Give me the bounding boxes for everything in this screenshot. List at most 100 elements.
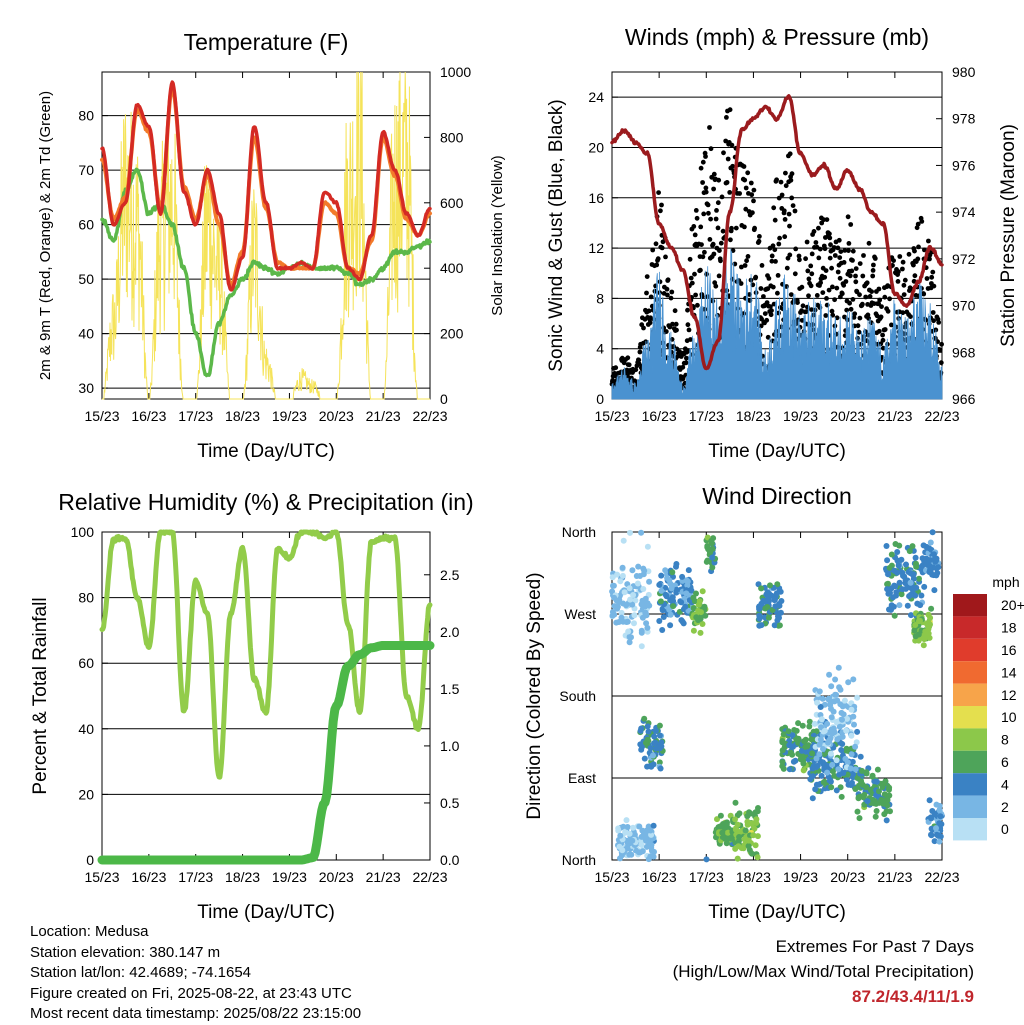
gust-point [847, 273, 853, 279]
direction-point [936, 802, 943, 809]
direction-point [933, 831, 940, 838]
gust-point [685, 322, 691, 328]
direction-point [836, 723, 843, 730]
direction-point [896, 579, 903, 586]
gust-point [772, 217, 778, 223]
direction-point [793, 727, 800, 734]
gust-point [716, 177, 722, 183]
gust-point [774, 177, 779, 183]
gust-point [857, 292, 862, 298]
extremes-values: 87.2/43.4/11/1.9 [852, 987, 974, 1006]
humidity-xtick-label: 21/23 [366, 869, 401, 885]
direction-ytick-label: North [562, 524, 596, 540]
gust-point [659, 245, 665, 251]
direction-point [936, 838, 943, 845]
humidity-ytick-right-label: 1.5 [440, 681, 460, 697]
gust-point [939, 341, 944, 347]
gust-point [900, 266, 905, 272]
gust-point [724, 288, 730, 293]
gust-point [729, 225, 734, 231]
winds-ytick-right-label: 978 [952, 111, 976, 127]
temperature-ytick-right-label: 800 [440, 129, 464, 145]
gust-point [674, 327, 679, 333]
direction-point [666, 577, 673, 584]
direction-ytick-label: West [564, 606, 596, 622]
gust-point [787, 252, 793, 258]
direction-point [884, 581, 891, 588]
gust-point [930, 269, 936, 275]
direction-point [835, 664, 842, 671]
direction-point [864, 798, 871, 805]
direction-point [623, 817, 630, 824]
direction-point [709, 564, 716, 571]
gust-point [835, 269, 841, 275]
direction-point [841, 697, 848, 704]
direction-point [806, 718, 813, 725]
gust-point [838, 249, 844, 255]
direction-point [809, 750, 816, 757]
gust-point [775, 273, 781, 278]
gust-point [700, 254, 706, 260]
gust-point [788, 177, 794, 183]
direction-point [926, 557, 933, 564]
direction-point [652, 727, 659, 734]
gust-point [931, 283, 937, 289]
gust-point [896, 269, 901, 275]
gust-point [865, 312, 871, 318]
direction-point [834, 736, 841, 743]
direction-point [873, 778, 880, 785]
direction-point [619, 572, 626, 579]
direction-point [647, 745, 654, 751]
temperature-xtick-label: 22/23 [412, 408, 447, 424]
winds-xtick-label: 22/23 [924, 408, 959, 424]
colorbar-label: 8 [1001, 732, 1009, 748]
gust-point [693, 208, 699, 213]
gust-point [908, 314, 913, 319]
direction-point [816, 751, 823, 758]
direction-point [935, 564, 942, 571]
gust-point [636, 357, 642, 363]
direction-ylabel-left: Direction (Colored By Speed) [524, 572, 545, 819]
gust-point [929, 274, 935, 280]
gust-point [708, 216, 713, 222]
temperature-xtick-label: 20/23 [319, 408, 354, 424]
gust-point [846, 241, 852, 246]
humidity-ytick-label: 60 [78, 655, 94, 671]
gust-point [872, 256, 878, 261]
humidity-ytick-label: 100 [71, 524, 95, 540]
direction-point [636, 823, 643, 830]
direction-point [798, 747, 805, 754]
colorbar-label: 10 [1001, 709, 1017, 725]
direction-point [901, 573, 908, 580]
gust-point [626, 362, 632, 368]
gust-point [764, 300, 770, 305]
gust-point [936, 320, 942, 325]
humidity-ytick-right-label: 1.0 [440, 738, 460, 754]
direction-point [668, 585, 675, 592]
direction-point [827, 778, 834, 785]
gust-point [809, 251, 815, 257]
gust-point [752, 225, 757, 231]
direction-point [886, 792, 893, 799]
direction-point [619, 847, 626, 854]
gust-point [809, 271, 815, 277]
direction-point [714, 816, 720, 823]
gust-point [658, 208, 663, 214]
direction-point [836, 771, 843, 778]
direction-point [910, 575, 917, 582]
gust-point [832, 297, 837, 303]
direction-point [645, 728, 652, 735]
gust-point [844, 307, 850, 313]
gust-point [880, 332, 885, 338]
direction-point [827, 750, 834, 757]
direction-point [800, 760, 807, 767]
direction-point [638, 643, 645, 650]
direction-point [685, 567, 692, 574]
colorbar-swatch [953, 728, 987, 751]
gust-point [792, 208, 798, 214]
direction-point [638, 529, 645, 536]
gust-point [636, 361, 642, 367]
gust-point [783, 170, 788, 176]
direction-point [614, 605, 621, 612]
gust-point [832, 253, 838, 258]
